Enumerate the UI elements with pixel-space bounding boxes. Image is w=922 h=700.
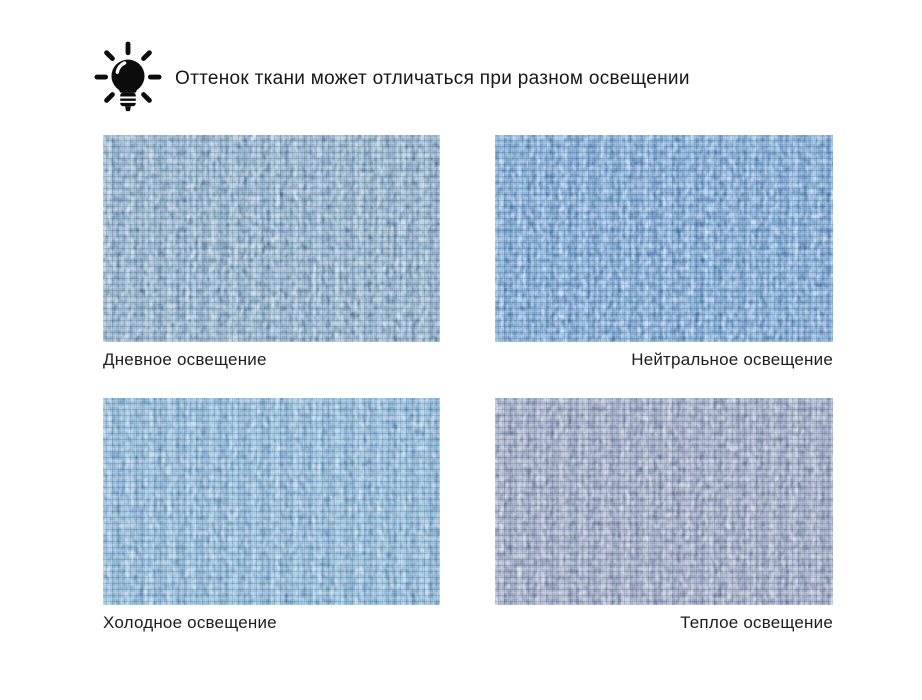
- swatch-cell-warm: Теплое освещение: [495, 398, 833, 633]
- fabric-texture: [495, 398, 833, 605]
- note-header: Оттенок ткани может отличаться при разно…: [93, 40, 922, 118]
- swatch-cell-daylight: Дневное освещение: [103, 135, 440, 370]
- swatch-cell-neutral: Нейтральное освещение: [495, 135, 833, 370]
- lightbulb-icon: [93, 40, 163, 118]
- fabric-texture: [495, 135, 833, 342]
- swatch-label-warm: Теплое освещение: [680, 613, 833, 632]
- note-text: Оттенок ткани может отличаться при разно…: [175, 68, 690, 89]
- swatch-label-cold: Холодное освещение: [103, 613, 277, 632]
- swatch-label-neutral: Нейтральное освещение: [631, 350, 833, 369]
- weave-overlay: [495, 135, 833, 342]
- weave-overlay: [103, 398, 440, 605]
- fabric-photo-neutral: [495, 135, 833, 342]
- swatch-label-daylight: Дневное освещение: [103, 350, 267, 369]
- fabric-photo-cold: [103, 398, 440, 605]
- fabric-texture: [103, 135, 440, 342]
- swatch-cell-cold: Холодное освещение: [103, 398, 440, 633]
- weave-overlay: [103, 135, 440, 342]
- fabric-photo-daylight: [103, 135, 440, 342]
- fabric-texture: [103, 398, 440, 605]
- fabric-photo-warm: [495, 398, 833, 605]
- swatch-grid: Дневное освещение Нейтральное освещение: [103, 135, 833, 633]
- weave-overlay: [495, 398, 833, 605]
